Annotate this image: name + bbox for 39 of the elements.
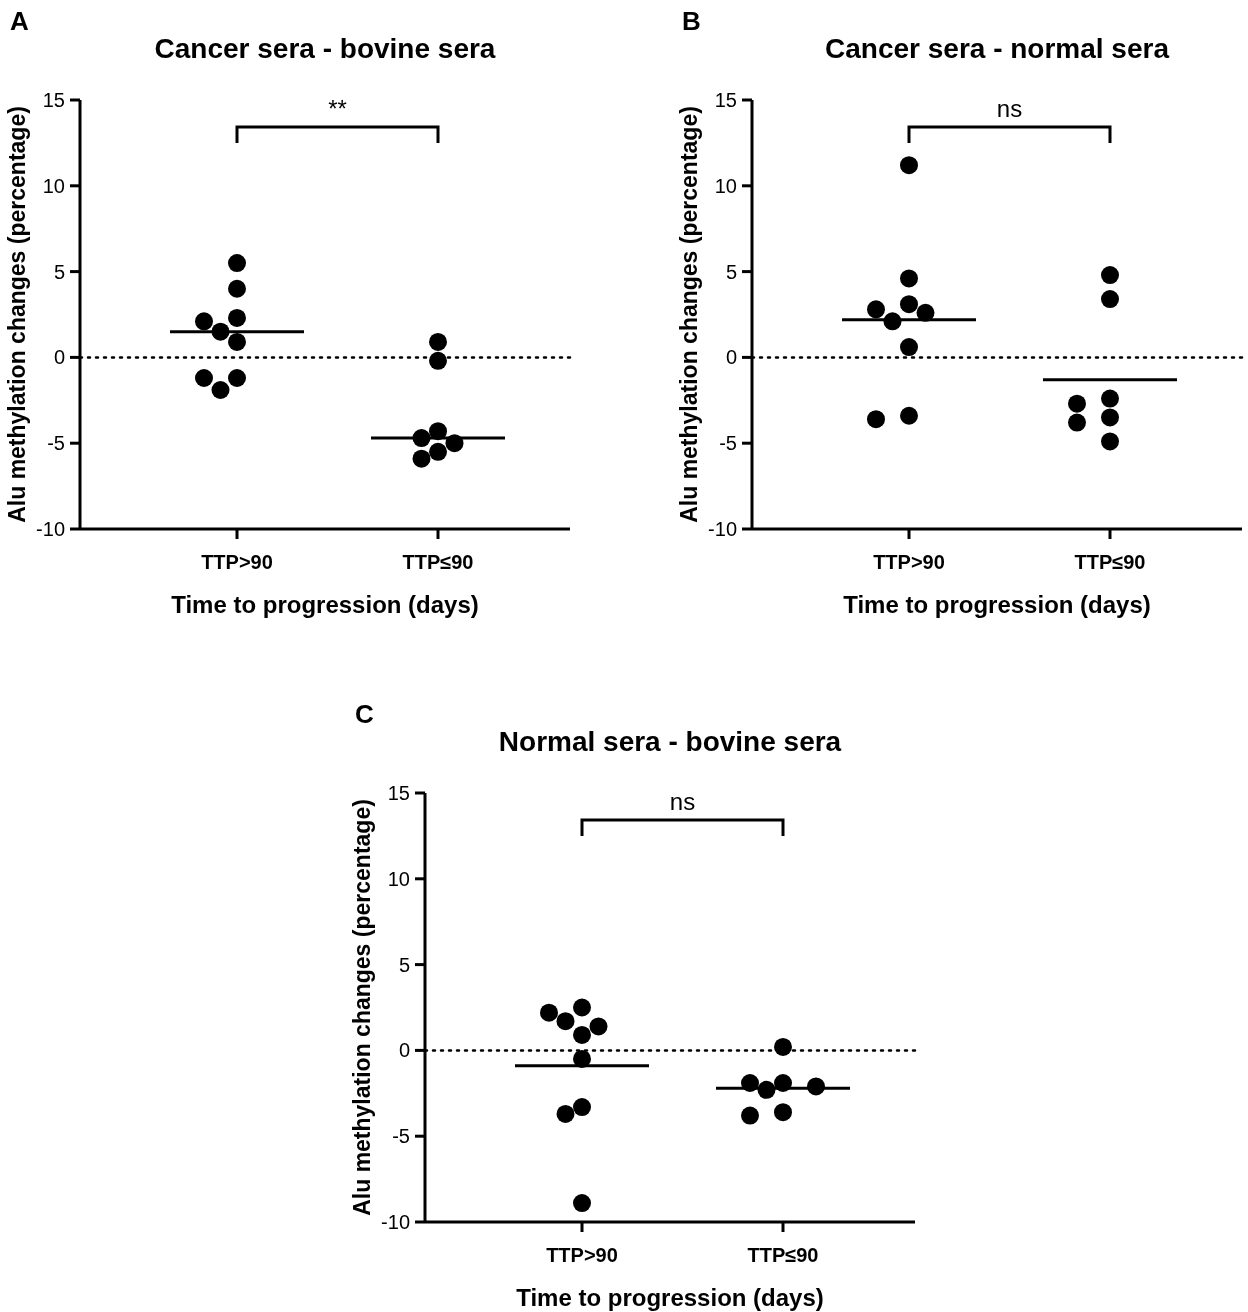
x-axis-title: Time to progression (days) — [171, 591, 479, 618]
y-tick-label: -10 — [36, 518, 65, 540]
annotation: ns — [669, 788, 696, 815]
text: C — [355, 699, 374, 729]
y-tick-label: 5 — [53, 260, 65, 283]
x-tick-label: TTP>90 — [873, 551, 945, 573]
x-axis-title: Time to progression (days) — [516, 1284, 824, 1311]
y-tick-label: 5 — [398, 953, 410, 976]
y-tick-label: 5 — [725, 260, 737, 283]
annotation: ** — [328, 95, 347, 122]
x-tick-label: TTP>90 — [546, 1244, 618, 1266]
y-tick-label: 0 — [725, 346, 737, 369]
y-tick-label: -10 — [381, 1211, 410, 1233]
y-tick-label: -5 — [47, 432, 65, 455]
y-axis-title: Alu methylation changes (percentage) — [349, 799, 375, 1216]
chart-title: Cancer sera - normal sera — [825, 33, 1170, 64]
y-tick-label: 15 — [42, 89, 65, 111]
y-axis-title: Alu methylation changes (percentage) — [4, 106, 30, 523]
x-tick-label: TTP>90 — [201, 551, 273, 573]
y-tick-label: -5 — [719, 432, 737, 455]
y-tick-label: 10 — [387, 867, 410, 890]
y-tick-label: 0 — [53, 346, 65, 369]
x-axis-title: Time to progression (days) — [843, 591, 1151, 618]
y-tick-label: 0 — [398, 1039, 410, 1062]
y-tick-label: 15 — [714, 89, 737, 111]
chart-title: Cancer sera - bovine sera — [154, 33, 496, 64]
y-tick-label: -5 — [392, 1125, 410, 1148]
chart-title: Normal sera - bovine sera — [498, 726, 842, 757]
y-tick-label: 10 — [714, 174, 737, 197]
y-tick-label: 15 — [387, 782, 410, 804]
y-axis-title: Alu methylation changes (percentage) — [676, 106, 702, 523]
y-tick-label: 10 — [42, 174, 65, 197]
x-tick-label: TTP≤90 — [747, 1244, 819, 1266]
annotation: ns — [996, 95, 1023, 122]
text: B — [682, 6, 701, 36]
x-tick-label: TTP≤90 — [402, 551, 474, 573]
y-tick-label: -10 — [708, 518, 737, 540]
text: A — [10, 6, 29, 36]
x-tick-label: TTP≤90 — [1074, 551, 1146, 573]
